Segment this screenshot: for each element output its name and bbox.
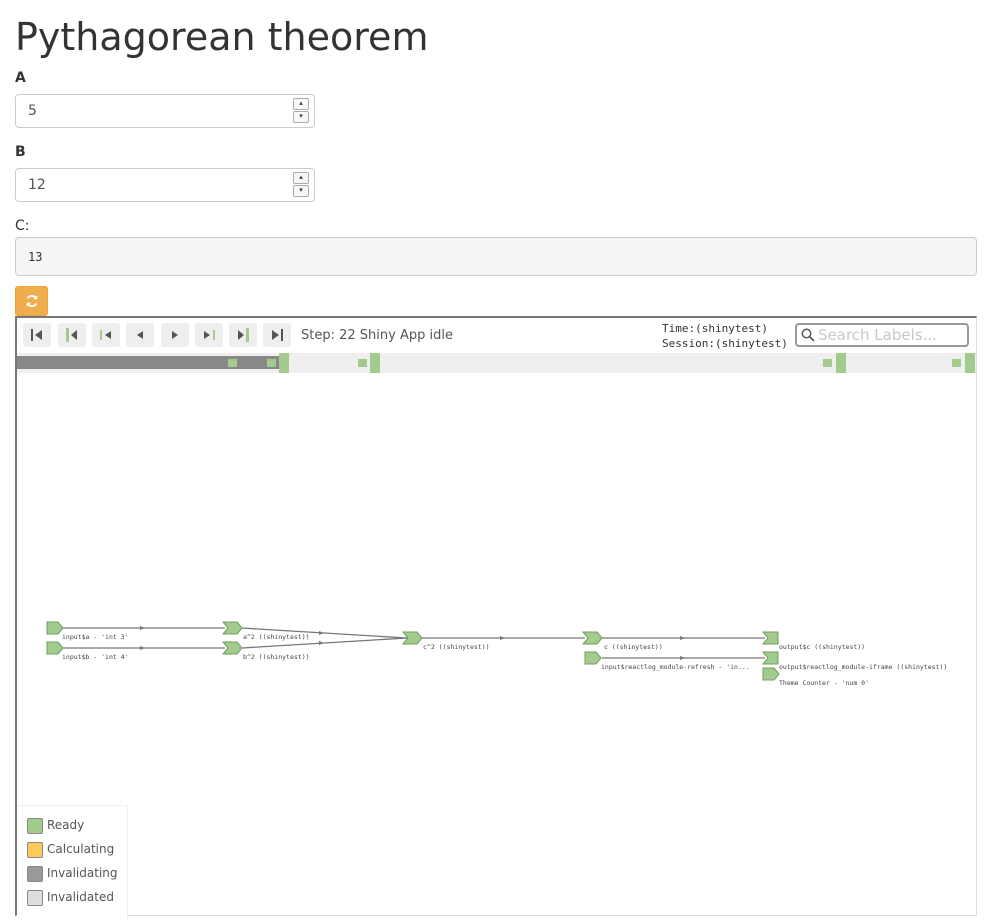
edge-arrow: [680, 636, 685, 640]
input-a-value: 5: [28, 103, 37, 119]
refresh-button[interactable]: [15, 286, 48, 316]
next-idle-button[interactable]: [195, 323, 223, 347]
input-a-spinner[interactable]: ▴ ▾: [293, 98, 309, 124]
last-step-button[interactable]: [263, 323, 291, 347]
legend-label: Ready: [47, 818, 85, 832]
first-step-icon: [31, 329, 42, 341]
reactlog-panel: Step: 22 Shiny App idle Time:(shinytest)…: [15, 316, 977, 918]
timeline-tick: [823, 359, 832, 367]
node-label-output-iframe: output$reactlog_module-iframe ((shinytes…: [779, 663, 947, 671]
edge-arrow: [140, 646, 145, 650]
node-label-c: c ((shinytest)): [604, 643, 663, 651]
prev-step-button[interactable]: [126, 323, 154, 347]
step-status: Step: 22 Shiny App idle: [301, 328, 453, 343]
node-c: [581, 631, 603, 645]
search-icon: [801, 328, 815, 342]
legend-swatch: [27, 818, 43, 834]
timeline-tick: [358, 359, 367, 367]
status-legend: Ready Calculating Invalidating Invalidat…: [17, 805, 128, 918]
legend-swatch: [27, 842, 43, 858]
prev-idle-button[interactable]: [92, 323, 120, 347]
session-meta: Time:(shinytest) Session:(shinytest): [662, 321, 788, 351]
legend-swatch: [27, 866, 43, 882]
node-label-refresh: input$reactlog_module-refresh - 'in...: [601, 663, 750, 671]
node-c2: [401, 631, 423, 645]
refresh-icon: [26, 295, 37, 307]
page-title: Pythagorean theorem: [15, 15, 429, 59]
node-refresh: [584, 651, 602, 665]
timeline-marks: [17, 353, 975, 373]
node-input-a: [46, 621, 64, 635]
first-step-button[interactable]: [23, 323, 51, 347]
legend-label: Invalidated: [47, 890, 114, 904]
step-label: Step: 22: [301, 328, 356, 343]
prev-idle-icon: [100, 330, 111, 340]
timeline-tick: [952, 359, 961, 367]
next-cycle-icon: [238, 328, 249, 342]
output-c-box: 13: [15, 237, 977, 276]
node-a2: [221, 621, 243, 635]
search-placeholder: Search Labels...: [818, 326, 937, 344]
node-label-output-c: output$c ((shinytest)): [779, 643, 865, 651]
timeline-idle-mark: [836, 353, 846, 373]
spin-up-icon[interactable]: ▴: [293, 98, 309, 110]
node-output-c: [761, 631, 779, 645]
next-cycle-button[interactable]: [229, 323, 257, 347]
next-step-icon: [172, 331, 178, 339]
edge: [241, 627, 408, 639]
input-a-field[interactable]: 5 ▴ ▾: [15, 94, 315, 128]
timeline-tick: [267, 359, 276, 367]
node-b2: [221, 641, 243, 655]
output-c-value: 13: [28, 250, 43, 264]
edge-arrow: [319, 641, 324, 645]
next-step-button[interactable]: [161, 323, 189, 347]
edge-arrow: [680, 656, 685, 660]
output-c-label: C:: [15, 218, 30, 234]
input-b-value: 12: [28, 177, 46, 193]
session-label: Session:(shinytest): [662, 337, 788, 350]
input-b-field[interactable]: 12 ▴ ▾: [15, 168, 315, 202]
last-step-icon: [272, 329, 283, 341]
spin-up-icon[interactable]: ▴: [293, 172, 309, 184]
node-label-c2: c^2 ((shinytest)): [423, 643, 490, 651]
app-status: Shiny App idle: [359, 328, 453, 343]
input-a-label: A: [15, 70, 26, 86]
input-b-label: B: [15, 144, 26, 160]
timeline-idle-mark: [279, 353, 289, 373]
spin-down-icon[interactable]: ▾: [293, 111, 309, 123]
time-label: Time:(shinytest): [662, 322, 768, 335]
node-label-input-b: input$b - 'int 4': [62, 653, 129, 661]
prev-step-icon: [137, 331, 143, 339]
edge-arrow: [319, 631, 324, 635]
spin-down-icon[interactable]: ▾: [293, 185, 309, 197]
next-idle-icon: [204, 330, 215, 340]
timeline-bar[interactable]: [17, 353, 976, 373]
node-theme: [762, 667, 780, 681]
node-output-iframe: [761, 651, 779, 665]
node-label-b2: b^2 ((shinytest)): [243, 653, 310, 661]
legend-label: Calculating: [47, 842, 115, 856]
prev-cycle-icon: [66, 328, 77, 342]
node-label-input-a: input$a - 'int 3': [62, 633, 129, 641]
legend-label: Invalidating: [47, 866, 118, 880]
timeline-progress: [17, 356, 282, 369]
edge-arrow: [140, 626, 145, 630]
search-labels-input[interactable]: Search Labels...: [795, 323, 969, 347]
node-input-b: [46, 641, 64, 655]
dependency-graph: input$a - 'int 3' input$b - 'int 4' a^2 …: [46, 621, 947, 687]
timeline-idle-mark: [965, 353, 975, 373]
timeline-tick: [228, 359, 237, 367]
edge-arrow: [500, 636, 505, 640]
edge: [241, 637, 408, 649]
input-b-spinner[interactable]: ▴ ▾: [293, 172, 309, 198]
prev-cycle-button[interactable]: [58, 323, 86, 347]
node-label-theme: Theme Counter - 'num 0': [779, 679, 869, 687]
timeline-idle-mark: [370, 353, 380, 373]
legend-swatch: [27, 890, 43, 906]
node-label-a2: a^2 ((shinytest)): [243, 633, 310, 641]
